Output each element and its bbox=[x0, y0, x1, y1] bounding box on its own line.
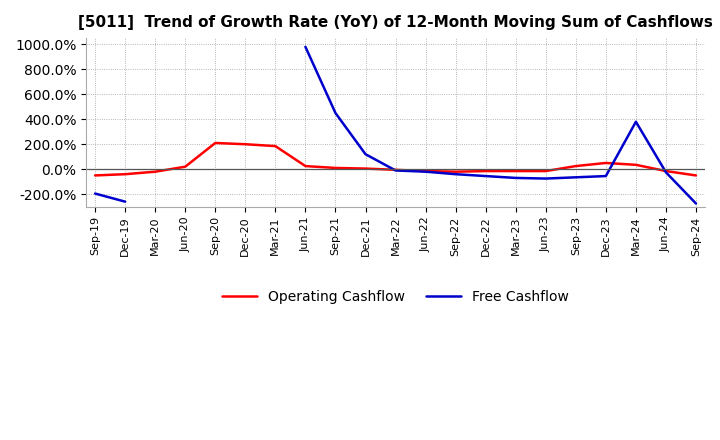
Operating Cashflow bbox=[361, 166, 370, 171]
Operating Cashflow bbox=[601, 160, 610, 165]
Operating Cashflow bbox=[271, 143, 279, 149]
Free Cashflow bbox=[91, 191, 99, 196]
Operating Cashflow bbox=[541, 169, 550, 174]
Title: [5011]  Trend of Growth Rate (YoY) of 12-Month Moving Sum of Cashflows: [5011] Trend of Growth Rate (YoY) of 12-… bbox=[78, 15, 713, 30]
Operating Cashflow bbox=[121, 172, 130, 177]
Operating Cashflow bbox=[91, 173, 99, 178]
Operating Cashflow bbox=[572, 163, 580, 169]
Operating Cashflow bbox=[631, 162, 640, 168]
Operating Cashflow bbox=[181, 164, 189, 169]
Operating Cashflow bbox=[511, 169, 520, 174]
Operating Cashflow bbox=[662, 169, 670, 174]
Line: Operating Cashflow: Operating Cashflow bbox=[95, 143, 696, 176]
Operating Cashflow bbox=[421, 169, 430, 174]
Legend: Operating Cashflow, Free Cashflow: Operating Cashflow, Free Cashflow bbox=[217, 284, 575, 309]
Free Cashflow bbox=[121, 199, 130, 204]
Operating Cashflow bbox=[151, 169, 160, 174]
Operating Cashflow bbox=[241, 142, 250, 147]
Operating Cashflow bbox=[482, 169, 490, 174]
Operating Cashflow bbox=[331, 165, 340, 171]
Operating Cashflow bbox=[451, 169, 460, 174]
Operating Cashflow bbox=[391, 167, 400, 172]
Line: Free Cashflow: Free Cashflow bbox=[95, 194, 125, 202]
Operating Cashflow bbox=[301, 163, 310, 169]
Operating Cashflow bbox=[211, 140, 220, 146]
Operating Cashflow bbox=[692, 173, 701, 178]
